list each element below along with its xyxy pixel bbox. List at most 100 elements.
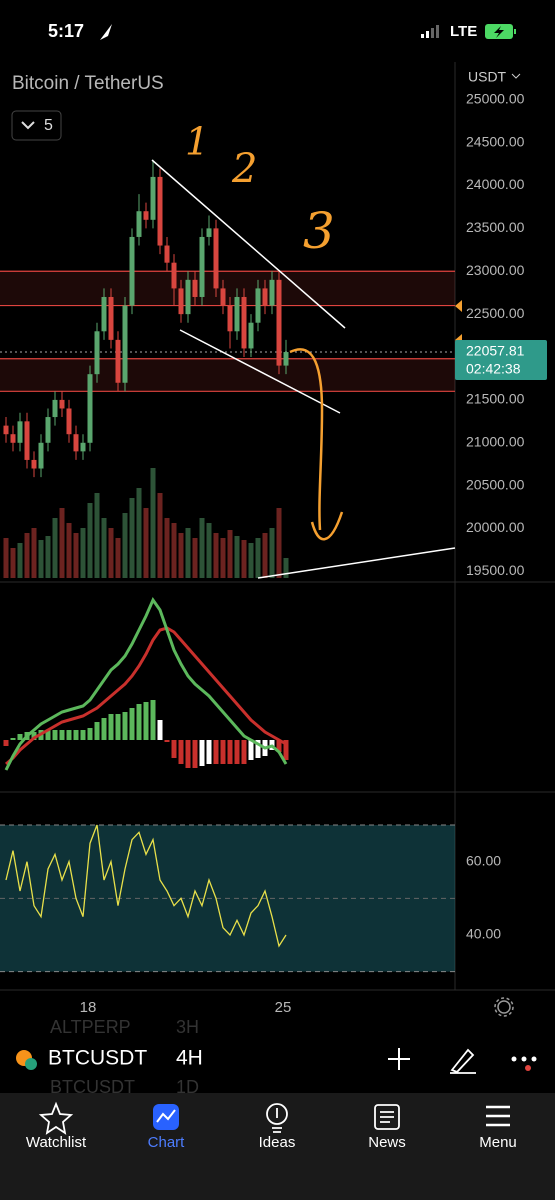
ghost-interval: 3H — [176, 1017, 199, 1037]
volume-bar — [241, 540, 247, 578]
candle-body — [192, 279, 198, 297]
macd-histogram-bar — [94, 722, 100, 740]
y-tick-label: 40.00 — [466, 926, 501, 942]
network: LTE — [450, 23, 477, 40]
volume-bar — [262, 533, 268, 578]
location-icon — [100, 24, 112, 40]
volume-bar — [206, 523, 212, 578]
macd-histogram-bar — [80, 730, 86, 740]
candle-body — [283, 352, 289, 366]
volume-bar — [269, 528, 275, 578]
volume-bar — [234, 536, 240, 578]
candle-body — [262, 288, 268, 306]
macd-histogram-bar — [199, 740, 205, 766]
candle-body — [10, 434, 16, 443]
add-button[interactable] — [388, 1048, 410, 1070]
x-tick-label: 18 — [80, 999, 97, 1016]
volume-bar — [150, 468, 156, 578]
candle-body — [101, 296, 107, 332]
volume-bar — [185, 528, 191, 578]
volume-bar — [87, 503, 93, 578]
candle-body — [276, 279, 282, 366]
macd-histogram-bar — [3, 740, 9, 746]
candle-body — [164, 245, 170, 263]
tab-label[interactable]: Menu — [479, 1134, 517, 1151]
volume-bar — [94, 493, 100, 578]
macd-histogram-bar — [241, 740, 247, 764]
candle-body — [108, 296, 114, 340]
volume-bar — [227, 530, 233, 578]
y-tick-label: 23500.00 — [466, 219, 525, 235]
volume-bar — [52, 518, 58, 578]
candle-body — [185, 279, 191, 315]
news-icon — [374, 1104, 400, 1130]
candle-body — [122, 305, 128, 383]
draw-button[interactable] — [450, 1048, 476, 1074]
chart-interval[interactable]: 4H — [176, 1047, 203, 1070]
chart-icon — [153, 1104, 179, 1130]
candle-body — [38, 442, 44, 469]
macd-histogram-bar — [52, 730, 58, 740]
y-tick-label: 20000.00 — [466, 519, 525, 535]
volume-bar — [283, 558, 289, 578]
volume-bar — [213, 533, 219, 578]
macd-histogram-bar — [108, 714, 114, 740]
volume-bar — [164, 518, 170, 578]
ghost-symbol: ALTPERP — [50, 1017, 131, 1037]
volume-bar — [3, 538, 9, 578]
macd-histogram-bar — [255, 740, 261, 758]
macd-histogram-bar — [136, 704, 142, 740]
macd-histogram-bar — [206, 740, 212, 764]
volume-bar — [45, 536, 51, 578]
symbol-title: Bitcoin / TetherUS — [12, 73, 164, 94]
settings-icon[interactable] — [494, 997, 514, 1017]
symbol[interactable]: BTCUSDT — [48, 1047, 147, 1070]
volume-bar — [192, 538, 198, 578]
macd-histogram-bar — [283, 740, 289, 760]
volume-bar — [80, 528, 86, 578]
macd-histogram-bar — [276, 740, 282, 752]
annotation: 3 — [303, 202, 335, 260]
volume-bar — [115, 538, 121, 578]
volume-bar — [24, 533, 30, 578]
plot: 25000.00 24500.00 24000.00 23500.00 23000.00… — [0, 90, 525, 973]
y-tick-label: 24000.00 — [466, 176, 525, 192]
macd-histogram-bar — [171, 740, 177, 758]
macd-histogram-bar — [17, 734, 23, 740]
candle-body — [115, 339, 121, 383]
interval-toggle[interactable]: 5 — [11, 110, 62, 141]
signal-line — [5, 626, 287, 766]
volume-bar — [248, 543, 254, 578]
price-tag — [455, 340, 547, 380]
macd-histogram-bar — [101, 718, 107, 740]
candle-body — [199, 236, 205, 297]
tab-label[interactable]: Ideas — [259, 1134, 296, 1151]
tab-label[interactable]: Chart — [148, 1134, 186, 1151]
more-button[interactable] — [511, 1056, 537, 1072]
rsi-line — [5, 824, 287, 948]
candle-body — [73, 434, 79, 452]
ideas-icon — [266, 1103, 288, 1133]
volume-bar — [255, 538, 261, 578]
candle-body — [150, 176, 156, 220]
candle-body — [17, 421, 23, 443]
macd-histogram-bar — [227, 740, 233, 764]
volume-bar — [220, 538, 226, 578]
currency[interactable]: USDT — [468, 69, 507, 85]
macd-histogram-bar — [87, 728, 93, 740]
volume-bar — [10, 548, 16, 578]
volume-bar — [157, 493, 163, 578]
drawings — [151, 159, 456, 579]
volume-bar — [73, 533, 79, 578]
macd-histogram-bar — [31, 732, 37, 740]
watchlist-icon — [38, 1101, 74, 1135]
macd-histogram-bar — [220, 740, 226, 764]
y-tick-label: 24500.00 — [466, 133, 525, 149]
tab-label[interactable]: News — [368, 1134, 406, 1151]
volume-bar — [122, 513, 128, 578]
y-tick-label: 20500.00 — [466, 476, 525, 492]
tab-label[interactable]: Watchlist — [26, 1134, 87, 1151]
volume-bar — [199, 518, 205, 578]
candle-body — [248, 322, 254, 349]
currency-arrow — [511, 73, 521, 79]
